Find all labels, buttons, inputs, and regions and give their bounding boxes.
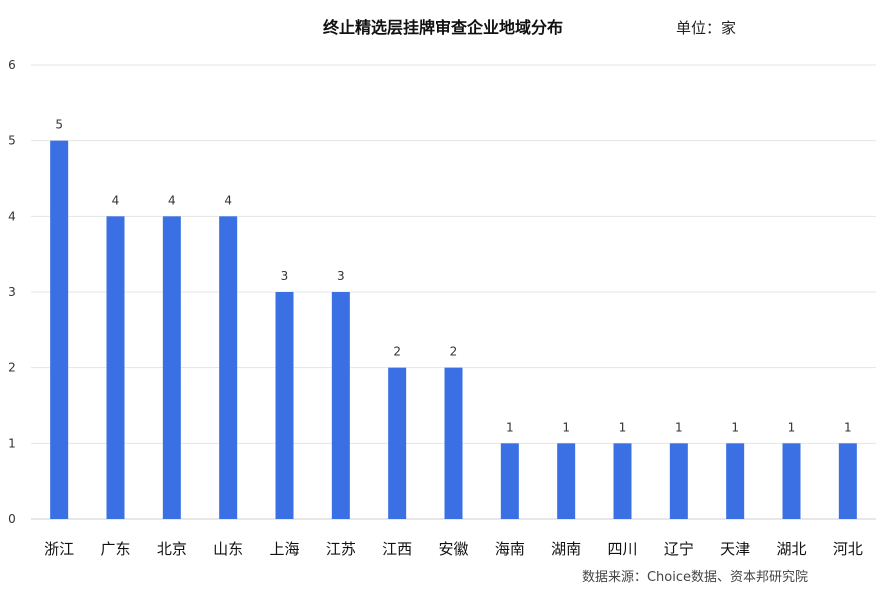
x-category-label: 上海 [269,540,299,558]
bars [50,140,857,520]
data-label: 1 [788,420,796,434]
data-label: 1 [506,420,514,434]
y-tick-label: 0 [8,512,16,526]
bar-江西 [388,367,407,519]
y-tick-label: 3 [8,285,16,299]
bar-北京 [162,216,181,520]
bar-安徽 [444,367,463,519]
source-note: 数据来源：Choice数据、资本邦研究院 [581,570,808,585]
y-tick-label: 2 [8,361,16,375]
data-label: 2 [450,345,458,359]
y-axis-ticks: 0 1 2 3 4 5 6 [8,58,16,526]
x-category-label: 湖北 [776,540,806,558]
data-label: 1 [619,420,627,434]
data-label: 1 [675,420,683,434]
x-category-label: 北京 [157,540,187,558]
unit-label: 单位：家 [676,19,737,37]
data-label: 1 [844,420,852,434]
x-category-label: 辽宁 [664,540,694,558]
y-tick-label: 6 [8,58,16,72]
bar-湖南 [557,443,576,519]
data-label: 4 [224,193,232,207]
data-label: 1 [731,420,739,434]
data-label: 4 [112,193,120,207]
data-label: 2 [393,345,401,359]
x-category-label: 广东 [100,540,130,558]
bar-浙江 [50,140,69,519]
data-label: 3 [337,269,345,283]
bar-湖北 [782,443,801,519]
bar-四川 [613,443,632,519]
x-category-label: 山东 [213,540,243,558]
data-label: 1 [562,420,570,434]
x-category-label: 江苏 [326,540,356,558]
bar-上海 [275,292,294,519]
chart-title: 终止精选层挂牌审查企业地域分布 [322,18,563,37]
bar-江苏 [331,292,350,519]
x-category-label: 江西 [382,540,412,558]
x-category-label: 四川 [607,540,637,558]
data-label: 4 [168,193,176,207]
y-tick-label: 4 [8,209,16,223]
data-label: 5 [55,118,63,132]
bar-天津 [726,443,745,519]
bar-河北 [838,443,857,519]
x-category-label: 天津 [720,540,750,558]
x-axis-categories: 浙江 广东 北京 山东 上海 江苏 江西 安徽 海南 湖南 四川 辽宁 天津 湖北 河北 [44,540,863,558]
x-category-label: 海南 [495,540,525,558]
bar-辽宁 [669,443,688,519]
x-category-label: 浙江 [44,540,74,558]
x-category-label: 湖南 [551,540,581,558]
bar-广东 [106,216,125,520]
y-tick-label: 1 [8,436,16,450]
data-labels: 5 4 4 4 3 3 2 2 1 1 1 1 1 1 1 [55,118,851,435]
x-category-label: 安徽 [438,540,468,558]
bar-海南 [500,443,519,519]
y-tick-label: 5 [8,134,16,148]
bar-山东 [219,216,238,520]
x-category-label: 河北 [833,540,863,558]
data-label: 3 [281,269,289,283]
